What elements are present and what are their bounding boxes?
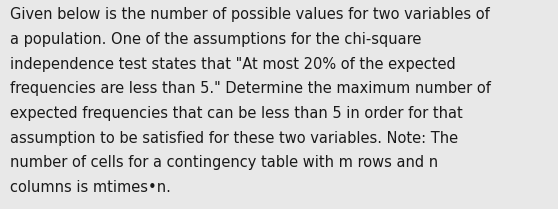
Text: assumption to be satisfied for these two variables. Note: The: assumption to be satisfied for these two… xyxy=(10,131,458,146)
Text: Given below is the number of possible values for two variables of: Given below is the number of possible va… xyxy=(10,7,490,22)
Text: expected frequencies that can be less than 5 in order for that: expected frequencies that can be less th… xyxy=(10,106,463,121)
Text: columns is mtimes•n.: columns is mtimes•n. xyxy=(10,180,171,195)
Text: a population. One of the assumptions for the chi-square: a population. One of the assumptions for… xyxy=(10,32,421,47)
Text: frequencies are less than 5." Determine the maximum number of: frequencies are less than 5." Determine … xyxy=(10,81,491,96)
Text: independence test states that "At most 20% of the expected: independence test states that "At most 2… xyxy=(10,57,456,72)
Text: number of cells for a contingency table with m rows and n: number of cells for a contingency table … xyxy=(10,155,438,170)
